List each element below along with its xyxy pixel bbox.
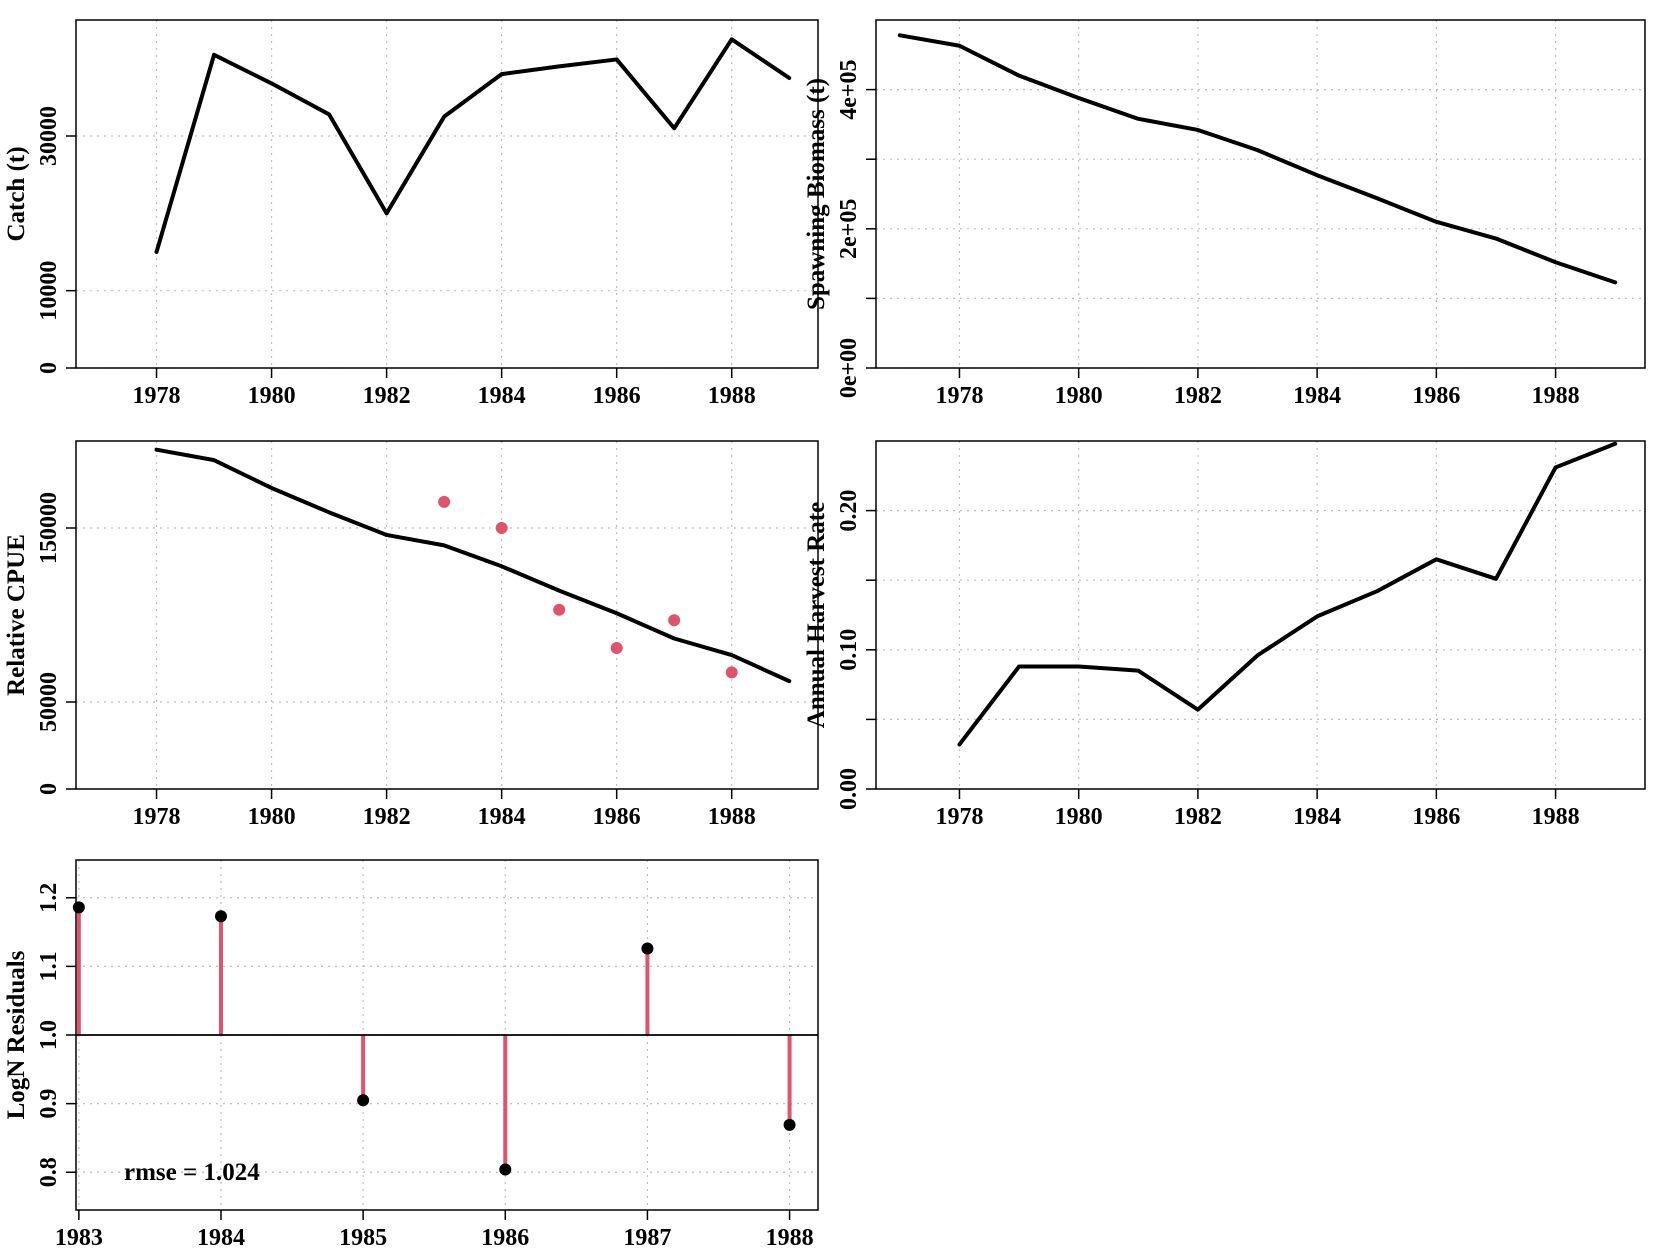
y-tick-label: 50000: [36, 672, 62, 732]
x-tick-label: 1986: [1412, 383, 1460, 409]
x-tick-label: 1982: [363, 804, 411, 830]
plot-frame: [75, 440, 819, 790]
data-point: [495, 522, 508, 534]
rmse-annotation: rmse = 1.024: [124, 1159, 260, 1186]
y-tick-label: 0.9: [36, 1089, 62, 1119]
series-line: [154, 447, 792, 684]
y-tick-label: 4e+05: [836, 59, 862, 119]
y-tick-label: 2e+05: [836, 199, 862, 259]
x-tick-label: 1978: [133, 804, 181, 830]
y-axis-title: LogN Residuals: [3, 950, 30, 1119]
data-point: [553, 603, 566, 616]
x-tick-label: 1984: [478, 383, 526, 409]
panel-relative-cpue: 1978 1980 1982 1984 1986 1988 0 50000 150000Rela…: [3, 440, 819, 830]
y-tick-label: 1.1: [36, 951, 62, 981]
x-tick-label: 1983: [55, 1225, 103, 1251]
series-line: [957, 441, 1618, 747]
panel-spawning-biomass: 1978 1980 1982 1984 1986 1988 0e+00 2e+05 4e+05S…: [803, 19, 1646, 409]
x-tick-label: 1984: [197, 1225, 245, 1251]
y-tick-label: 0e+00: [836, 338, 862, 398]
x-tick-label: 1986: [593, 804, 641, 830]
x-tick-label: 1980: [1055, 804, 1103, 830]
data-point: [438, 495, 451, 508]
y-tick-label: 0.20: [836, 490, 862, 532]
y-tick-label: 1.0: [36, 1020, 62, 1050]
data-point: [668, 614, 681, 627]
data-point: [357, 1094, 370, 1107]
x-tick-label: 1978: [935, 804, 983, 830]
y-tick-label: 0.10: [836, 629, 862, 671]
panel-catch: 1978 1980 1982 1984 1986 1988 0 10000 30000Catch…: [3, 19, 819, 409]
x-tick-label: 1980: [1055, 383, 1103, 409]
x-tick-label: 1987: [623, 1225, 671, 1251]
data-point: [499, 1163, 512, 1176]
series-line: [897, 33, 1618, 285]
y-tick-label: 0: [36, 362, 62, 374]
y-axis-title: Annual Harvest Rate: [803, 502, 830, 728]
x-tick-label: 1980: [248, 383, 296, 409]
x-tick-label: 1982: [1174, 804, 1222, 830]
y-axis-title: Relative CPUE: [3, 534, 30, 696]
x-tick-label: 1986: [481, 1225, 529, 1251]
panel-logn-residuals: 1983 1984 1985 1986 1987 1988 0.8 0.9 1.0 1.1 1.2 L…: [3, 859, 819, 1251]
x-tick-label: 1988: [766, 1225, 814, 1251]
x-tick-label: 1988: [708, 804, 756, 830]
x-tick-label: 1988: [1532, 804, 1580, 830]
series-line: [154, 37, 792, 254]
plot-frame: [75, 19, 819, 369]
data-point: [610, 642, 623, 655]
data-point: [641, 942, 654, 955]
x-tick-label: 1982: [1174, 383, 1222, 409]
x-tick-label: 1988: [708, 383, 756, 409]
x-tick-label: 1978: [133, 383, 181, 409]
data-point: [72, 901, 85, 914]
x-tick-label: 1980: [248, 804, 296, 830]
y-tick-label: 1.2: [36, 883, 62, 913]
x-tick-label: 1986: [1412, 804, 1460, 830]
data-point: [783, 1118, 796, 1131]
y-tick-label: 0.8: [36, 1157, 62, 1187]
x-tick-label: 1988: [1532, 383, 1580, 409]
x-tick-label: 1984: [478, 804, 526, 830]
plot-frame: [875, 440, 1646, 790]
y-tick-label: 30000: [36, 106, 62, 166]
y-tick-label: 150000: [36, 492, 62, 564]
y-tick-label: 0: [36, 783, 62, 795]
plot-frame: [875, 19, 1646, 369]
x-tick-label: 1984: [1293, 383, 1341, 409]
x-tick-label: 1985: [339, 1225, 387, 1251]
data-point: [725, 666, 738, 679]
y-tick-label: 0.00: [836, 768, 862, 810]
y-axis-title: Spawning Biomass (t): [803, 78, 830, 310]
y-tick-label: 10000: [36, 261, 62, 321]
data-point: [214, 910, 227, 923]
x-tick-label: 1986: [593, 383, 641, 409]
y-axis-title: Catch (t): [3, 146, 30, 241]
x-tick-label: 1978: [935, 383, 983, 409]
x-tick-label: 1984: [1293, 804, 1341, 830]
x-tick-label: 1982: [363, 383, 411, 409]
panel-harvest-rate: 1978 1980 1982 1984 1986 1988 0.00 0.10 0.20Annu…: [803, 440, 1646, 830]
